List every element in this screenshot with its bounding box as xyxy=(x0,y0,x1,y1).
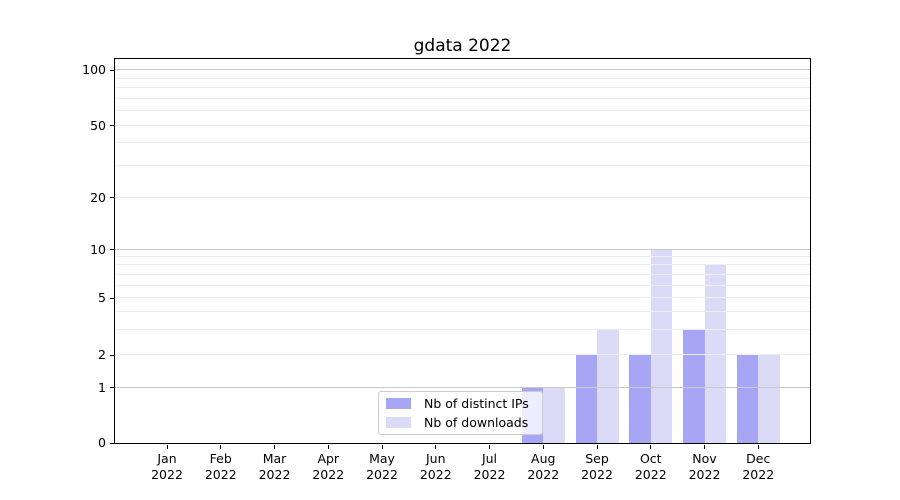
bar-downloads-nov xyxy=(704,265,726,443)
x-tick-label-apr: Apr 2022 xyxy=(312,451,345,482)
y-tick-mark-1 xyxy=(110,387,114,389)
x-tick-mark-nov xyxy=(704,445,705,449)
x-tick-mark-jan xyxy=(166,445,168,449)
x-axis: Jan 2022 Feb 2022 Mar 2022 Apr 2022 May 2022 Jun 20… xyxy=(114,444,811,494)
legend: Nb of distinct IPs Nb of downloads xyxy=(378,391,543,435)
gridline-major-1 xyxy=(115,386,810,388)
legend-swatch-distinct-ips xyxy=(386,398,411,409)
gridline-minor-60 xyxy=(115,110,810,112)
gridline-minor-50 xyxy=(115,124,810,126)
y-tick-mark-5 xyxy=(110,297,114,299)
x-tick-mark-jun xyxy=(435,445,437,449)
legend-label-downloads: Nb of downloads xyxy=(424,415,529,430)
x-tick-label-oct: Oct 2022 xyxy=(634,451,667,482)
gridline-minor-90 xyxy=(115,77,810,79)
gridline-minor-3 xyxy=(115,329,810,331)
bar-distinct-ips-nov xyxy=(683,330,705,443)
gridline-minor-2 xyxy=(115,354,810,356)
x-tick-label-nov: Nov 2022 xyxy=(688,451,721,482)
y-tick-label-20: 20 xyxy=(90,189,106,205)
bar-distinct-ips-sep xyxy=(575,355,597,443)
bar-downloads-aug xyxy=(543,387,565,443)
y-tick-label-2: 2 xyxy=(98,347,106,363)
y-axis: 0 1 2 5 10 20 50 100 xyxy=(0,58,114,450)
legend-swatch-downloads xyxy=(386,417,411,428)
gridline-minor-20 xyxy=(115,196,810,198)
gridline-minor-8 xyxy=(115,264,810,266)
y-tick-mark-50 xyxy=(110,125,114,127)
gridline-minor-40 xyxy=(115,142,810,144)
x-tick-label-jun: Jun 2022 xyxy=(419,451,452,482)
x-tick-label-mar: Mar 2022 xyxy=(258,451,291,482)
gridline-minor-70 xyxy=(115,97,810,99)
x-tick-label-dec: Dec 2022 xyxy=(742,451,775,482)
gridline-minor-30 xyxy=(115,164,810,166)
y-tick-mark-2 xyxy=(110,354,114,356)
y-tick-label-50: 50 xyxy=(90,117,106,133)
bar-distinct-ips-dec xyxy=(736,355,759,443)
gridline-minor-7 xyxy=(115,273,810,275)
x-tick-mark-jul xyxy=(489,445,490,449)
legend-item-downloads: Nb of downloads xyxy=(386,415,542,430)
x-tick-mark-sep xyxy=(596,445,598,449)
bar-downloads-dec xyxy=(758,355,780,443)
y-tick-mark-0 xyxy=(110,442,114,444)
x-tick-label-feb: Feb 2022 xyxy=(204,451,237,482)
y-tick-mark-20 xyxy=(110,197,114,199)
gridline-minor-6 xyxy=(115,284,810,286)
x-tick-label-jul: Jul 2022 xyxy=(473,451,506,482)
x-tick-label-sep: Sep 2022 xyxy=(581,451,613,482)
gridline-minor-9 xyxy=(115,255,810,257)
legend-label-distinct-ips: Nb of distinct IPs xyxy=(424,396,529,411)
x-tick-mark-aug xyxy=(542,445,544,449)
x-tick-label-may: May 2022 xyxy=(366,451,398,482)
y-tick-label-1: 1 xyxy=(98,379,106,395)
y-tick-mark-10 xyxy=(110,249,114,250)
gridlines-layer xyxy=(115,59,810,443)
x-tick-mark-oct xyxy=(650,445,652,449)
gridline-minor-5 xyxy=(115,297,810,299)
y-tick-label-5: 5 xyxy=(98,290,106,306)
x-tick-mark-may xyxy=(381,445,383,449)
y-tick-mark-100 xyxy=(110,69,114,71)
gridline-minor-80 xyxy=(115,87,810,89)
chart-title: gdata 2022 xyxy=(413,36,512,56)
gridline-major-10 xyxy=(115,248,810,250)
x-tick-label-aug: Aug 2022 xyxy=(527,451,560,482)
legend-item-distinct-ips: Nb of distinct IPs xyxy=(386,396,542,411)
x-tick-mark-mar xyxy=(274,445,275,449)
x-tick-mark-dec xyxy=(757,445,759,449)
gridline-minor-4 xyxy=(115,311,810,313)
bar-downloads-sep xyxy=(597,330,619,443)
plot-area: Nb of distinct IPs Nb of downloads xyxy=(114,58,811,444)
gridline-major-100 xyxy=(115,69,810,71)
x-tick-mark-feb xyxy=(220,445,222,449)
y-tick-label-100: 100 xyxy=(82,62,106,78)
y-tick-label-10: 10 xyxy=(90,241,106,257)
x-tick-label-jan: Jan 2022 xyxy=(151,451,183,482)
x-tick-mark-apr xyxy=(327,445,329,449)
y-tick-label-0: 0 xyxy=(98,435,106,450)
bar-distinct-ips-oct xyxy=(629,355,651,443)
